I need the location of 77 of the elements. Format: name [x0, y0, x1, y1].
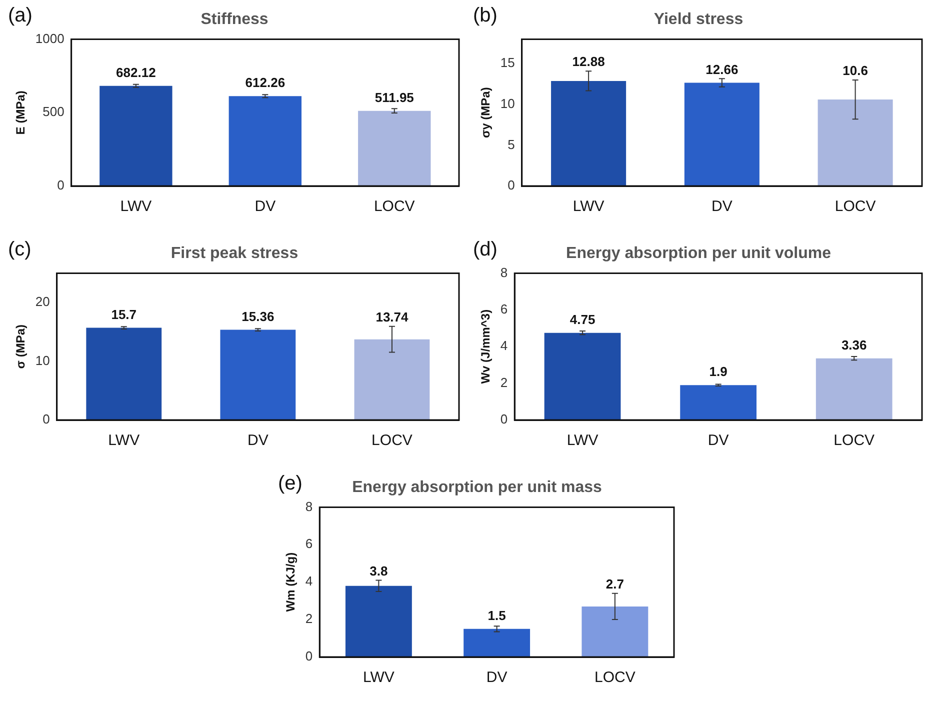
x-tick-label: LWV	[566, 432, 598, 450]
bar	[680, 385, 757, 420]
y-tick-label: 0	[500, 412, 508, 427]
text: (e)	[278, 472, 302, 495]
y-tick-label: 8	[305, 498, 313, 514]
y-tick-label: 1000	[35, 30, 64, 46]
y-axis-title: Wv (J/mm^3)	[478, 309, 493, 384]
chart-title: Yield stress	[654, 11, 744, 28]
bar	[544, 332, 621, 420]
y-tick-label: 10	[35, 352, 50, 368]
bar	[228, 96, 302, 186]
y-tick-label: 4	[500, 338, 508, 354]
y-tick-label: 8	[500, 264, 508, 280]
text: (b)	[473, 4, 498, 27]
y-tick-label: 0	[42, 412, 50, 427]
x-tick-label: DV	[486, 669, 508, 686]
data-label: 10.6	[842, 63, 868, 78]
text: (c)	[8, 238, 32, 261]
data-label: 4.75	[570, 312, 596, 327]
y-tick-label: 4	[305, 574, 313, 589]
bar	[86, 328, 162, 420]
x-tick-label: LOCV	[372, 432, 412, 450]
y-axis-title: E (MPa)	[14, 90, 28, 135]
bar	[816, 358, 892, 420]
chart-title: Stiffness	[200, 11, 268, 28]
data-label: 15.36	[242, 308, 274, 324]
y-tick-label: 10	[500, 96, 515, 112]
chart-title: First peak stress	[170, 245, 298, 262]
chart-title: Energy absorption per unit volume	[566, 245, 832, 262]
data-label: 2.7	[606, 576, 624, 592]
y-axis-title: Wm (KJ/g)	[284, 552, 298, 612]
bar	[345, 586, 412, 657]
data-label: 13.74	[376, 309, 410, 324]
x-tick-label: LWV	[572, 198, 604, 216]
x-tick-label: LOCV	[834, 432, 875, 450]
y-tick-label: 2	[305, 611, 313, 626]
data-label: 682.12	[116, 64, 156, 80]
data-label: 511.95	[374, 90, 414, 105]
x-tick-label: LWV	[362, 669, 394, 686]
data-label: 612.26	[245, 75, 286, 90]
data-label: 3.8	[370, 563, 388, 578]
bar	[358, 110, 431, 186]
x-tick-label: LOCV	[374, 198, 415, 216]
x-tick-label: LWV	[120, 198, 152, 216]
data-label: 1.5	[488, 608, 506, 623]
data-label: 15.7	[111, 306, 137, 322]
text: (d)	[473, 238, 498, 261]
x-tick-label: DV	[248, 432, 268, 450]
bar	[582, 606, 648, 657]
x-tick-label: LOCV	[834, 198, 876, 216]
y-tick-label: 500	[42, 104, 64, 120]
chart-title: Energy absorption per unit mass	[352, 479, 602, 496]
bar	[100, 86, 172, 186]
y-axis-title: σ (MPa)	[14, 324, 28, 369]
y-tick-label: 0	[508, 178, 515, 193]
y-tick-label: 2	[500, 374, 508, 390]
x-tick-label: DV	[254, 198, 276, 216]
x-tick-label: LWV	[108, 432, 140, 450]
data-label: 12.88	[572, 54, 605, 70]
y-tick-label: 6	[500, 301, 508, 316]
data-label: 1.9	[709, 364, 728, 380]
bar	[354, 339, 430, 420]
y-tick-label: 15	[500, 55, 515, 70]
text: (a)	[8, 4, 32, 27]
y-tick-label: 0	[305, 648, 313, 664]
x-tick-label: DV	[712, 198, 732, 216]
y-tick-label: 0	[57, 178, 64, 193]
y-tick-label: 6	[305, 536, 313, 552]
y-tick-label: 20	[35, 294, 50, 310]
y-tick-label: 5	[508, 136, 515, 152]
y-axis-title: σy (MPa)	[478, 87, 493, 138]
data-label: 12.66	[706, 62, 738, 77]
data-label: 3.36	[841, 337, 867, 352]
bar	[220, 330, 296, 420]
x-tick-label: DV	[708, 432, 729, 450]
bar	[464, 628, 530, 657]
x-tick-label: LOCV	[594, 669, 636, 686]
